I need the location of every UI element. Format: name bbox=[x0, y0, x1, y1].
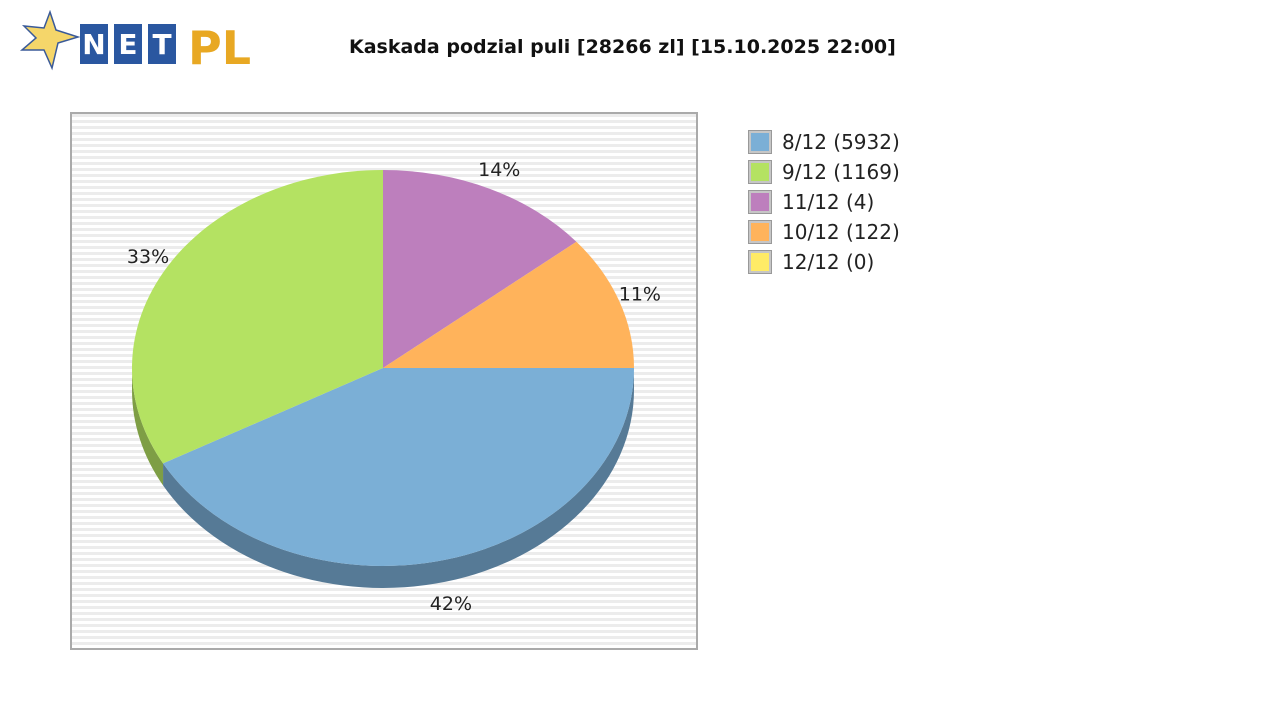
legend-label: 8/12 (5932) bbox=[782, 130, 900, 154]
slice-label: 14% bbox=[478, 159, 520, 181]
slice-label: 11% bbox=[619, 283, 661, 305]
legend-label: 9/12 (1169) bbox=[782, 160, 900, 184]
legend-item: 10/12 (122) bbox=[748, 212, 900, 252]
legend: 8/12 (5932) 9/12 (1169) 11/12 (4) 10/12 (12… bbox=[748, 122, 900, 282]
legend-item: 12/12 (0) bbox=[748, 242, 900, 282]
slice-label: 42% bbox=[430, 593, 472, 615]
legend-swatch bbox=[748, 130, 772, 154]
legend-label: 12/12 (0) bbox=[782, 250, 875, 274]
svg-text:PL: PL bbox=[188, 21, 251, 72]
pie-slice bbox=[383, 170, 577, 368]
pie-slice bbox=[163, 368, 634, 567]
legend-label: 10/12 (122) bbox=[782, 220, 900, 244]
legend-item: 9/12 (1169) bbox=[748, 152, 900, 192]
pie-slice bbox=[131, 170, 383, 464]
legend-swatch bbox=[748, 250, 772, 274]
legend-swatch bbox=[748, 220, 772, 244]
svg-text:N: N bbox=[82, 28, 105, 61]
logo: N E T PL bbox=[18, 9, 268, 76]
slice-label: 33% bbox=[127, 246, 169, 268]
legend-swatch bbox=[748, 160, 772, 184]
svg-text:E: E bbox=[118, 28, 137, 61]
chart-title: Kaskada podzial puli [28266 zl] [15.10.2… bbox=[349, 36, 896, 58]
legend-swatch bbox=[748, 190, 772, 214]
legend-item: 8/12 (5932) bbox=[748, 122, 900, 162]
pie-slice bbox=[383, 241, 634, 368]
pie-slice-side bbox=[132, 368, 164, 486]
legend-item: 11/12 (4) bbox=[748, 182, 900, 222]
legend-label: 11/12 (4) bbox=[782, 190, 875, 214]
svg-text:T: T bbox=[152, 28, 171, 61]
